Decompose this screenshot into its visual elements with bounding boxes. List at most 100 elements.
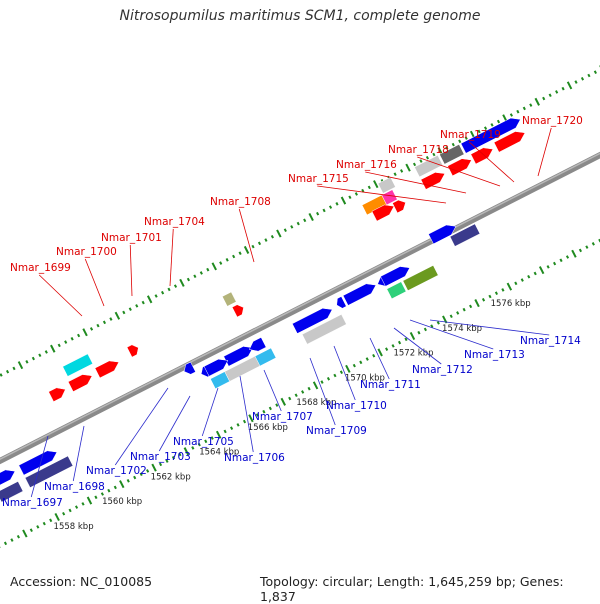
gene-feature[interactable] (420, 172, 446, 190)
gene-feature[interactable] (402, 265, 439, 291)
scale-tick (25, 360, 29, 364)
gene-label-top[interactable]: Nmar_1720 (522, 115, 583, 127)
gene-feature[interactable] (301, 314, 347, 345)
gene-label-top[interactable]: Nmar_1715 (288, 173, 349, 185)
gene-feature[interactable] (392, 199, 406, 214)
gene-label-bottom[interactable]: Nmar_1707 (252, 411, 313, 423)
gene-feature[interactable] (449, 223, 481, 247)
gene-label-top[interactable]: Nmar_1708 (210, 196, 271, 208)
gene-label-bottom[interactable]: Nmar_1706 (224, 452, 285, 464)
scale-tick (232, 254, 236, 259)
gene-feature[interactable] (48, 387, 66, 402)
scale-tick (102, 320, 107, 325)
scale-tick (68, 508, 72, 513)
gene-feature[interactable] (183, 361, 196, 375)
scale-tick (320, 380, 324, 384)
gene-label-top[interactable]: Nmar_1704 (144, 216, 205, 228)
scale-tick (328, 205, 333, 209)
gene-label-top[interactable]: Nmar_1716 (336, 159, 397, 171)
gene-feature[interactable] (62, 353, 94, 377)
scale-tick (122, 310, 126, 315)
scale-tick (42, 521, 46, 526)
gene-label-bottom[interactable]: Nmar_1709 (306, 425, 367, 437)
gene-feature[interactable] (342, 283, 377, 306)
scale-tick (469, 304, 473, 309)
gene-feature[interactable] (24, 455, 74, 488)
scale-tick (404, 337, 408, 342)
gene-feature[interactable] (493, 131, 526, 153)
gene-feature[interactable] (221, 291, 237, 307)
gene-label-bottom[interactable]: Nmar_1705 (173, 436, 234, 448)
scale-tick (533, 271, 537, 276)
gene-feature[interactable] (380, 266, 411, 287)
gene-feature[interactable] (18, 450, 58, 476)
gene-label-top[interactable]: Nmar_1699 (10, 262, 71, 274)
gene-label-bottom[interactable]: Nmar_1697 (2, 497, 63, 509)
gene-feature[interactable] (447, 158, 472, 177)
gene-feature[interactable] (336, 296, 347, 309)
gene-label-top[interactable]: Nmar_1700 (56, 246, 117, 258)
gene-feature[interactable] (0, 469, 16, 487)
gene-label-top[interactable]: Nmar_1701 (101, 232, 162, 244)
gene-label-bottom[interactable]: Nmar_1703 (130, 451, 191, 463)
gene-label-bottom[interactable]: Nmar_1702 (86, 465, 147, 477)
gene-feature[interactable] (414, 154, 444, 178)
gene-feature[interactable] (126, 344, 139, 358)
gene-feature[interactable] (248, 337, 267, 352)
kbp-tick-label: 1568 kbp (296, 398, 336, 408)
leader-line (38, 274, 83, 317)
backbone-highlight (0, 152, 600, 461)
leader-line (409, 319, 494, 350)
gene-feature[interactable] (0, 481, 24, 503)
scale-tick (397, 340, 402, 345)
scale-tick (96, 323, 100, 328)
scale-tick (377, 348, 383, 357)
scale-tick (367, 185, 371, 190)
scale-tick (419, 159, 423, 163)
scale-tick (423, 327, 427, 332)
gene-feature[interactable] (386, 281, 407, 300)
scale-tick (587, 73, 591, 78)
kbp-tick-label: 1572 kbp (393, 349, 433, 359)
scale-tick (516, 109, 520, 114)
scale-tick (50, 344, 56, 353)
scale-tick (199, 271, 203, 275)
scale-tick (445, 146, 449, 150)
gene-feature[interactable] (291, 308, 333, 334)
scale-tick (345, 364, 351, 373)
scale-tick (135, 304, 139, 308)
scale-tick (548, 93, 552, 98)
gene-label-bottom[interactable]: Nmar_1712 (412, 364, 473, 376)
scale-tick (17, 361, 24, 370)
scale-tick (529, 103, 533, 107)
gene-label-top[interactable]: Nmar_1719 (440, 129, 501, 141)
gene-feature[interactable] (439, 144, 465, 165)
gene-feature[interactable] (231, 304, 244, 318)
gene-feature[interactable] (67, 374, 93, 392)
gene-feature[interactable] (223, 346, 254, 367)
scale-tick (546, 265, 550, 269)
gene-feature[interactable] (254, 347, 277, 367)
gene-feature[interactable] (428, 224, 457, 245)
scale-tick (578, 248, 582, 253)
gene-label-bottom[interactable]: Nmar_1711 (360, 379, 421, 391)
gene-label-bottom[interactable]: Nmar_1710 (326, 400, 387, 412)
scale-tick (141, 300, 145, 305)
scale-tick (288, 396, 292, 401)
gene-feature[interactable] (94, 360, 120, 379)
gene-feature[interactable] (377, 176, 396, 194)
scale-tick (133, 475, 137, 480)
gene-label-top[interactable]: Nmar_1718 (388, 144, 449, 156)
gene-label-bottom[interactable]: Nmar_1713 (464, 349, 525, 361)
gene-feature[interactable] (460, 117, 521, 154)
gene-feature[interactable] (381, 189, 398, 206)
scale-tick (183, 447, 190, 456)
gene-label-bottom[interactable]: Nmar_1714 (520, 335, 581, 347)
scale-tick (268, 406, 272, 411)
gene-feature[interactable] (203, 358, 229, 377)
scale-tick (223, 429, 227, 434)
gene-label-bottom[interactable]: Nmar_1698 (44, 481, 105, 493)
gene-feature[interactable] (371, 204, 395, 222)
gene-feature[interactable] (470, 147, 494, 165)
